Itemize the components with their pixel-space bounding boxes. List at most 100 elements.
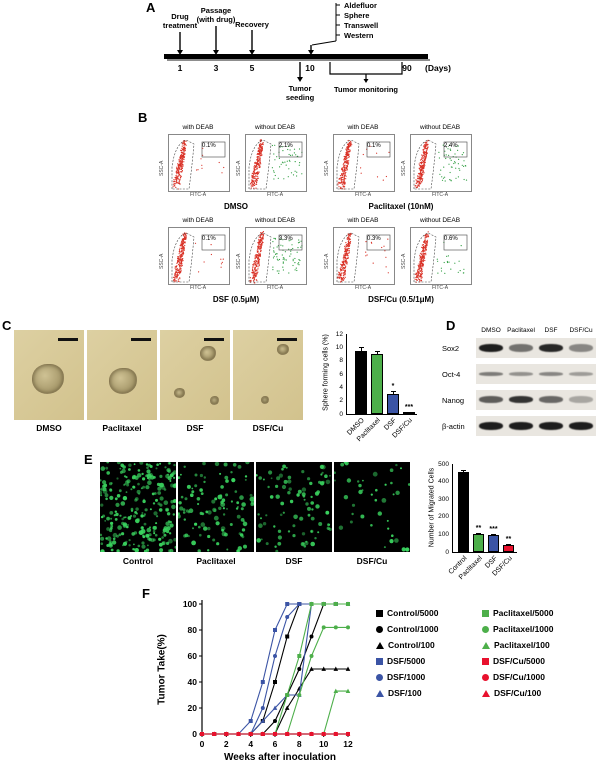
svg-text:40: 40 xyxy=(188,677,198,687)
deab-label: with DEAB xyxy=(182,217,214,224)
blot-band xyxy=(479,372,503,376)
legend-marker xyxy=(482,690,490,697)
deab-label: without DEAB xyxy=(419,124,461,131)
legend-item: DSF/100 xyxy=(376,688,422,698)
image-label-dmso: DMSO xyxy=(36,423,62,433)
day-10: 10 xyxy=(305,63,315,73)
svg-text:20: 20 xyxy=(188,703,198,713)
bar-dsf xyxy=(387,394,399,414)
flow-scatter xyxy=(333,134,395,192)
group-paclitaxel-label: Paclitaxel (10nM) xyxy=(368,202,434,211)
legend-label: Control/5000 xyxy=(387,608,439,618)
flow-plot-dsf-without-deab: without DEAB SSC-A 3.3% FITC-A xyxy=(232,217,308,295)
fitc-axis-label: FITC-A xyxy=(354,285,372,291)
blot-row-name-oct4: Oct-4 xyxy=(442,370,461,379)
tumor-sphere xyxy=(174,388,185,398)
flow-scatter xyxy=(410,227,472,285)
tumor-sphere xyxy=(261,396,269,404)
panel-e-label: E xyxy=(84,452,93,467)
bar-paclitaxel xyxy=(473,534,484,552)
image-label-dsfcu: DSF/Cu xyxy=(356,556,388,566)
sphere-image-dsfcu xyxy=(233,330,303,420)
legend-marker xyxy=(376,610,383,617)
image-label-dsf: DSF xyxy=(186,423,204,433)
scale-bar xyxy=(58,338,78,341)
deab-label: without DEAB xyxy=(254,124,296,131)
migrated-cells-chart: Number of Migrated Cells 0 100 200 300 400 50… xyxy=(424,458,540,582)
svg-text:0: 0 xyxy=(200,739,205,749)
flow-plot-dsfcu-with-deab: with DEAB SSC-A 0.3% FITC-A xyxy=(320,217,396,295)
image-label-control: Control xyxy=(122,556,154,566)
migrated-cells-dots xyxy=(334,462,410,552)
y-axis-ticks: 0 2 4 6 8 10 12 xyxy=(335,330,343,418)
blot-band xyxy=(509,396,533,403)
legend-item: Control/100 xyxy=(376,640,435,650)
svg-text:6: 6 xyxy=(273,739,278,749)
tumor-take-chart: 0 20 40 60 80 100 0 2 4 6 8 10 12 xyxy=(183,599,353,749)
legend-item: DSF/1000 xyxy=(376,672,425,682)
gate-percentage: 2.1% xyxy=(279,143,293,149)
blot-row-name-bactin: β-actin xyxy=(442,422,465,431)
deab-label: with DEAB xyxy=(347,217,379,224)
tumor-chart-ylabel: Tumor Take(%) xyxy=(156,634,168,705)
legend-label: DSF/Cu/1000 xyxy=(493,672,545,682)
migrated-cells-dots xyxy=(178,462,254,552)
gate-percentage: 0.3% xyxy=(367,236,381,242)
fitc-axis-label: FITC-A xyxy=(431,285,449,291)
legend-marker xyxy=(482,610,489,617)
legend-item: DSF/Cu/1000 xyxy=(482,672,545,682)
panel-d-label: D xyxy=(446,318,456,333)
deab-label: without DEAB xyxy=(419,217,461,224)
migration-chart-ylabel: Number of Migrated Cells xyxy=(428,467,436,548)
flow-scatter xyxy=(333,227,395,285)
tumor-chart-xlabel: Weeks after inoculation xyxy=(223,752,337,763)
ssc-axis-label: SSC-A xyxy=(324,253,330,269)
svg-text:2: 2 xyxy=(224,739,229,749)
flow-scatter xyxy=(168,227,230,285)
legend-label: Paclitaxel/100 xyxy=(494,640,550,650)
day-90: 90 xyxy=(402,63,412,73)
significance: *** xyxy=(404,404,414,411)
significance: * xyxy=(391,383,395,391)
sphere-image-dmso xyxy=(14,330,84,420)
legend-item: DSF/5000 xyxy=(376,656,425,666)
sphere-image-paclitaxel xyxy=(87,330,157,420)
flow-scatter xyxy=(245,134,307,192)
flow-plot-dmso-with-deab: with DEAB SSC-A 0.1% FITC-A xyxy=(155,124,231,202)
legend-marker xyxy=(376,626,383,633)
blot-band xyxy=(479,396,503,403)
blot-band xyxy=(539,372,563,376)
svg-text:60: 60 xyxy=(188,651,198,661)
flow-plot-dsfcu-without-deab: without DEAB SSC-A 0.6% FITC-A xyxy=(397,217,473,295)
days-unit: (Days) xyxy=(425,63,451,73)
fitc-axis-label: FITC-A xyxy=(189,285,207,291)
blot-header-dsf: DSF xyxy=(544,327,558,334)
blot-band xyxy=(569,396,593,403)
fitc-axis-label: FITC-A xyxy=(431,192,449,198)
legend-item: Control/1000 xyxy=(376,624,439,634)
blot-band xyxy=(509,344,533,352)
blot-band xyxy=(569,344,593,352)
migration-chart-plot: 0 100 200 300 400 500 ** *** ** Control Pacli… xyxy=(438,461,517,581)
deab-label: with DEAB xyxy=(347,124,379,131)
fitc-axis-label: FITC-A xyxy=(266,285,284,291)
gate-percentage: 3.3% xyxy=(279,236,293,242)
tumor-sphere xyxy=(210,396,219,405)
panel-c-label: C xyxy=(2,318,12,333)
day-5: 5 xyxy=(249,63,255,73)
legend-item: DSF/Cu/100 xyxy=(482,688,541,698)
blot-header-paclitaxel: Paclitaxel xyxy=(507,327,535,334)
gate-percentage: 0.1% xyxy=(202,143,216,149)
blot-strip-sox2 xyxy=(476,338,596,358)
blot-row-name-nanog: Nanog xyxy=(442,396,465,405)
panel-a-label: A xyxy=(146,0,156,15)
blot-band xyxy=(569,372,593,376)
blot-band xyxy=(539,422,563,430)
ssc-axis-label: SSC-A xyxy=(401,160,407,176)
legend-marker xyxy=(376,674,383,681)
flow-plot-dmso-without-deab: without DEAB SSC-A 2.1% FITC-A xyxy=(232,124,308,202)
blot-band xyxy=(539,344,563,352)
bar-paclitaxel xyxy=(371,354,383,414)
y-axis-ticks: 0 100 200 300 400 500 xyxy=(438,460,449,556)
bar-dsfcu xyxy=(503,544,514,552)
